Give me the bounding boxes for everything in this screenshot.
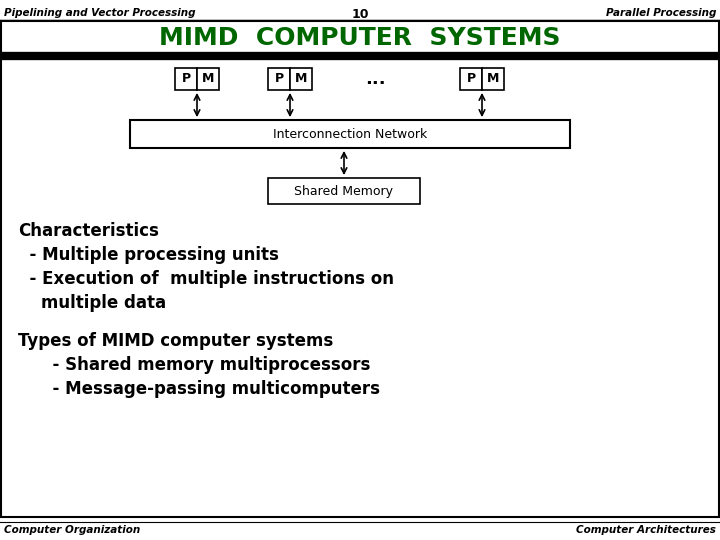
Bar	[290, 68, 312, 90]
Text: P: P	[274, 72, 284, 85]
Text: - Message-passing multicomputers: - Message-passing multicomputers	[18, 380, 380, 398]
Text: - Multiple processing units: - Multiple processing units	[18, 246, 279, 264]
Bar	[482, 68, 504, 90]
Text: - Execution of  multiple instructions on: - Execution of multiple instructions on	[18, 270, 394, 288]
Text: M: M	[487, 72, 499, 85]
Bar	[268, 68, 290, 90]
Text: - Shared memory multiprocessors: - Shared memory multiprocessors	[18, 356, 370, 374]
Text: 10: 10	[351, 8, 369, 21]
Text: Characteristics: Characteristics	[18, 222, 159, 240]
Bar	[175, 68, 197, 90]
Text: MIMD  COMPUTER  SYSTEMS: MIMD COMPUTER SYSTEMS	[159, 26, 561, 50]
Text: P: P	[181, 72, 191, 85]
Text: Interconnection Network: Interconnection Network	[273, 127, 427, 140]
Text: Computer Architectures: Computer Architectures	[576, 525, 716, 535]
Text: Types of MIMD computer systems: Types of MIMD computer systems	[18, 332, 333, 350]
Text: M: M	[202, 72, 214, 85]
Bar	[130, 120, 570, 148]
Bar	[197, 68, 219, 90]
Text: Pipelining and Vector Processing: Pipelining and Vector Processing	[4, 8, 196, 18]
Bar	[268, 178, 420, 204]
Text: Computer Organization: Computer Organization	[4, 525, 140, 535]
Text: Shared Memory: Shared Memory	[294, 185, 394, 198]
Bar	[460, 68, 482, 90]
Text: P: P	[467, 72, 476, 85]
Text: M: M	[294, 72, 307, 85]
Bar	[1, 21, 719, 56]
Text: Parallel Processing: Parallel Processing	[606, 8, 716, 18]
Text: ...: ...	[365, 70, 385, 88]
Text: multiple data: multiple data	[18, 294, 166, 312]
